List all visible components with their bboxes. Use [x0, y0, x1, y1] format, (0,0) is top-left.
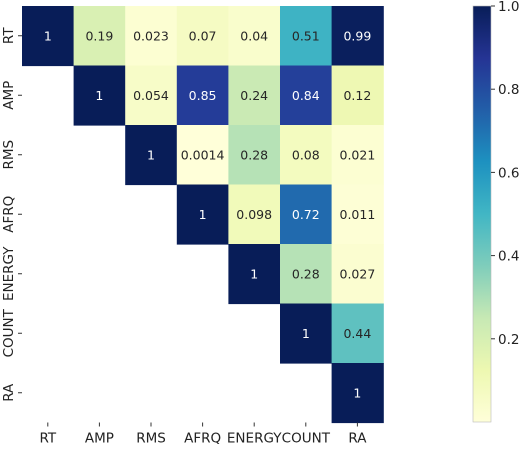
- heatmap-cell: [176, 125, 229, 186]
- x-axis: RT AMP RMS AFRQ ENERGY COUNT RA: [39, 422, 367, 447]
- y-tick-label: COUNT: [1, 308, 17, 357]
- y-tick-label: RT: [1, 27, 17, 44]
- cell-value-label: 1: [44, 28, 52, 43]
- x-tick-label: COUNT: [282, 431, 331, 446]
- y-tick-label: AMP: [1, 81, 17, 110]
- heatmap-cell: [73, 65, 126, 126]
- cell-value-label: 1: [250, 266, 258, 281]
- y-tick-label: AFRQ: [1, 196, 17, 233]
- heatmap-cell: [73, 6, 126, 67]
- colorbar: 0.2 0.4 0.6 0.8 1.0: [472, 0, 519, 423]
- heatmap-cell: [331, 6, 384, 67]
- cell-value-label: 1: [199, 207, 207, 222]
- heatmap-cell: [228, 244, 281, 305]
- x-tick-label: ENERGY: [227, 431, 282, 446]
- y-tick-label: ENERGY: [1, 246, 17, 301]
- x-tick-label: RMS: [136, 431, 166, 446]
- cell-value-label: 0.0014: [181, 147, 225, 162]
- heatmap-cell: [125, 6, 178, 67]
- colorbar-gradient: [472, 5, 492, 423]
- cell-value-label: 0.12: [343, 88, 371, 103]
- cell-value-label: 0.72: [292, 207, 320, 222]
- cell-value-label: 0.027: [340, 266, 376, 281]
- heatmap-cell: [280, 6, 333, 67]
- x-tick-label: AFRQ: [184, 431, 221, 446]
- heatmap-cell: [22, 6, 75, 67]
- cell-value-label: 0.84: [292, 88, 320, 103]
- colorbar-tick-label: 1.0: [498, 0, 519, 15]
- heatmap-cell: [280, 244, 333, 305]
- heatmap-cell: [331, 125, 384, 186]
- heatmap-cell: [125, 125, 178, 186]
- x-tick-label: AMP: [85, 431, 114, 446]
- heatmap-cell: [331, 65, 384, 126]
- cell-value-label: 0.28: [292, 266, 320, 281]
- heatmap-cell: [125, 65, 178, 126]
- cell-value-label: 0.07: [189, 28, 217, 43]
- x-tick-label: RT: [39, 431, 56, 446]
- y-tick-label: RMS: [1, 140, 17, 170]
- heatmap-cell: [228, 6, 281, 67]
- heatmap-cell: [331, 184, 384, 245]
- x-tick-label: RA: [348, 431, 367, 446]
- heatmap-cell: [176, 184, 229, 245]
- y-axis: RT AMP RMS AFRQ ENERGY COUNT RA: [1, 27, 22, 402]
- heatmap-cell: [280, 65, 333, 126]
- cell-value-label: 0.021: [340, 147, 376, 162]
- colorbar-tick-label: 0.4: [498, 249, 519, 265]
- cell-value-label: 0.011: [340, 207, 376, 222]
- heatmap-cell: [280, 125, 333, 186]
- y-tick-label: RA: [1, 383, 17, 402]
- cell-value-label: 0.85: [189, 88, 217, 103]
- heatmap-cell: [228, 65, 281, 126]
- cell-value-label: 0.054: [133, 88, 169, 103]
- cell-value-label: 0.51: [292, 28, 320, 43]
- cell-value-label: 0.99: [343, 28, 371, 43]
- cell-value-label: 0.023: [133, 28, 169, 43]
- heatmap-cell: [176, 65, 229, 126]
- heatmap-cell: [280, 303, 333, 364]
- cell-value-label: 1: [95, 88, 103, 103]
- cell-value-label: 0.098: [236, 207, 272, 222]
- heatmap-cell: [228, 125, 281, 186]
- heatmap-cell: [228, 184, 281, 245]
- cell-value-label: 0.24: [240, 88, 268, 103]
- cell-value-label: 0.04: [240, 28, 268, 43]
- cell-value-label: 1: [353, 385, 361, 400]
- heatmap-cell: [176, 6, 229, 67]
- colorbar-tick-label: 0.2: [498, 332, 519, 348]
- cell-value-label: 1: [302, 326, 310, 341]
- heatmap-cell: [331, 363, 384, 424]
- cell-value-label: 0.19: [85, 28, 113, 43]
- heatmap-cells: 1 0.19 0.023 0.07 0.04 0.51 0.99 1 0.054 0.85 0.24…: [22, 6, 384, 424]
- heatmap-cell: [280, 184, 333, 245]
- cell-value-label: 1: [147, 147, 155, 162]
- cell-value-label: 0.08: [292, 147, 320, 162]
- heatmap-cell: [331, 303, 384, 364]
- colorbar-tick-label: 0.6: [498, 165, 519, 181]
- heatmap-cell: [331, 244, 384, 305]
- cell-value-label: 0.44: [343, 326, 371, 341]
- colorbar-tick-label: 0.8: [498, 82, 519, 98]
- cell-value-label: 0.28: [240, 147, 268, 162]
